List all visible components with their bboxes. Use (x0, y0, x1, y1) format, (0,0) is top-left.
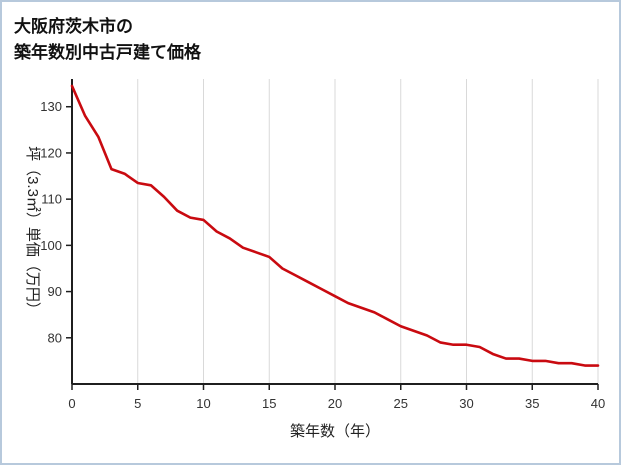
x-tick-label: 15 (262, 396, 276, 411)
y-tick-label: 90 (48, 284, 62, 299)
x-axis-label: 築年数（年） (290, 422, 380, 440)
chart-title: 大阪府茨木市の 築年数別中古戸建て価格 (2, 2, 619, 67)
x-tick-label: 20 (328, 396, 342, 411)
y-tick-label: 100 (40, 238, 62, 253)
y-tick-label: 130 (40, 99, 62, 114)
chart-title-line2: 築年数別中古戸建て価格 (14, 42, 201, 62)
y-tick-label: 120 (40, 145, 62, 160)
x-tick-label: 40 (591, 396, 605, 411)
y-tick-label: 80 (48, 330, 62, 345)
price-line (70, 84, 600, 367)
x-tick-label: 30 (459, 396, 473, 411)
y-axis-label: 坪（3.3㎡）単価（万円） (24, 146, 41, 317)
x-tick-label: 25 (394, 396, 408, 411)
chart-title-line1: 大阪府茨木市の (14, 17, 133, 36)
x-tick-label: 10 (196, 396, 210, 411)
x-tick-label: 0 (68, 396, 75, 411)
line-chart: 80 90 100 110 120 130 0 5 10 15 20 25 30 35 40 築年数（年） 坪（… (24, 79, 605, 440)
x-tick-label: 5 (134, 396, 141, 411)
x-tick-label: 35 (525, 396, 539, 411)
y-tick-label: 110 (41, 192, 62, 207)
